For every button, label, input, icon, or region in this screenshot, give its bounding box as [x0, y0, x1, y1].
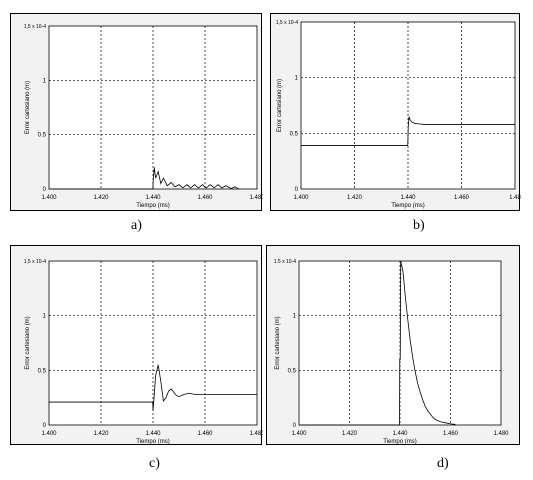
x-tick-label: 1.460 [454, 195, 470, 201]
series-line [49, 364, 257, 411]
y-tick-label: 1 [293, 314, 297, 320]
y-tick-label: 1 [295, 76, 299, 82]
y-tick-label: 1,5 x 10-4 [276, 20, 298, 26]
y-tick-label: 1.5 x 10-4 [274, 259, 296, 265]
chart-panel-b: 1.400 1.420 1.440 1.460 1.48 0 0.5 1 1,5 x 10-4 T… [270, 13, 521, 211]
x-tick-label: 1.400 [41, 431, 57, 437]
x-tick-label: 1.420 [342, 431, 358, 437]
x-tick-label: 1.480 [249, 431, 263, 437]
x-tick-label: 1.48 [509, 195, 521, 201]
y-tick-label: 0.5 [290, 131, 299, 137]
plot-frame [300, 21, 516, 190]
y-tick-label: 0.5 [288, 368, 297, 374]
x-tick-label: 1.420 [93, 431, 109, 437]
x-axis-label: Tiempo (ms) [383, 439, 416, 445]
chart-caption-c: c) [149, 456, 160, 471]
x-tick-label: 1.460 [197, 195, 213, 201]
series-line [299, 260, 456, 426]
chart-panel-a: 1.400 1.420 1.440 1.460 1.480 0 0.5 1 1,5 x 10-4… [10, 13, 263, 211]
x-tick-label: 1.460 [443, 431, 459, 437]
chart-caption-d: d) [437, 456, 449, 471]
x-tick-label: 1.440 [145, 431, 161, 437]
x-axis-label: Tiempo (ms) [136, 203, 169, 209]
chart-caption-a: a) [131, 218, 142, 233]
x-tick-label: 1.460 [197, 431, 213, 437]
x-tick-label: 1.440 [145, 195, 161, 201]
x-tick-label: 1.400 [293, 195, 309, 201]
y-axis-label: Error cartesiano (m) [275, 316, 281, 369]
y-tick-label: 0 [43, 187, 47, 193]
x-axis-label: Tiempo (ms) [391, 203, 424, 209]
y-tick-label: 0 [295, 187, 299, 193]
chart-caption-b: b) [413, 218, 425, 233]
y-tick-label: 1,5 x 10-4 [24, 24, 46, 30]
x-tick-label: 1.480 [249, 195, 263, 201]
x-axis-label: Tiempo (ms) [136, 439, 169, 445]
y-axis-label: Error cartesiano (m) [25, 316, 31, 369]
chart-svg-d: 1.400 1.420 1.440 1.460 1.480 0 0.5 1 1.5 x 10-4… [274, 259, 509, 445]
plot-frame [48, 260, 258, 426]
y-tick-label: 1 [43, 78, 47, 84]
y-tick-label: 0 [293, 423, 297, 429]
y-tick-label: 1,5 x 10-4 [24, 259, 46, 265]
x-tick-label: 1.420 [347, 195, 363, 201]
x-tick-label: 1.420 [93, 195, 109, 201]
series-line [301, 116, 515, 146]
y-axis-label: Error cartesiano (m) [277, 79, 283, 132]
x-tick-label: 1.440 [400, 195, 416, 201]
chart-svg-a: 1.400 1.420 1.440 1.460 1.480 0 0.5 1 1,5 x 10-4… [24, 24, 263, 209]
y-tick-label: 0 [43, 423, 47, 429]
x-tick-label: 1.440 [392, 431, 408, 437]
chart-svg-c: 1.400 1.420 1.440 1.460 1.480 0 0.5 1 1,5 x 10-4… [24, 259, 263, 445]
plot-area [301, 22, 515, 189]
y-tick-label: 0.5 [38, 133, 47, 139]
chart-panel-c: 1.400 1.420 1.440 1.460 1.480 0 0.5 1 1,5 x 10-4… [10, 245, 263, 445]
chart-svg-b: 1.400 1.420 1.440 1.460 1.48 0 0.5 1 1,5 x 10-4 T… [276, 20, 521, 209]
x-tick-label: 1.400 [291, 431, 307, 437]
y-axis-label: Error cartesiano (m) [25, 81, 31, 134]
y-tick-label: 1 [43, 314, 47, 320]
x-tick-label: 1.400 [41, 195, 57, 201]
plot-frame [298, 260, 502, 426]
y-tick-label: 0.5 [38, 368, 47, 374]
chart-panel-d: 1.400 1.420 1.440 1.460 1.480 0 0.5 1 1.5 x 10-4… [266, 245, 520, 445]
series-line [49, 167, 239, 190]
x-tick-label: 1.480 [493, 431, 509, 437]
